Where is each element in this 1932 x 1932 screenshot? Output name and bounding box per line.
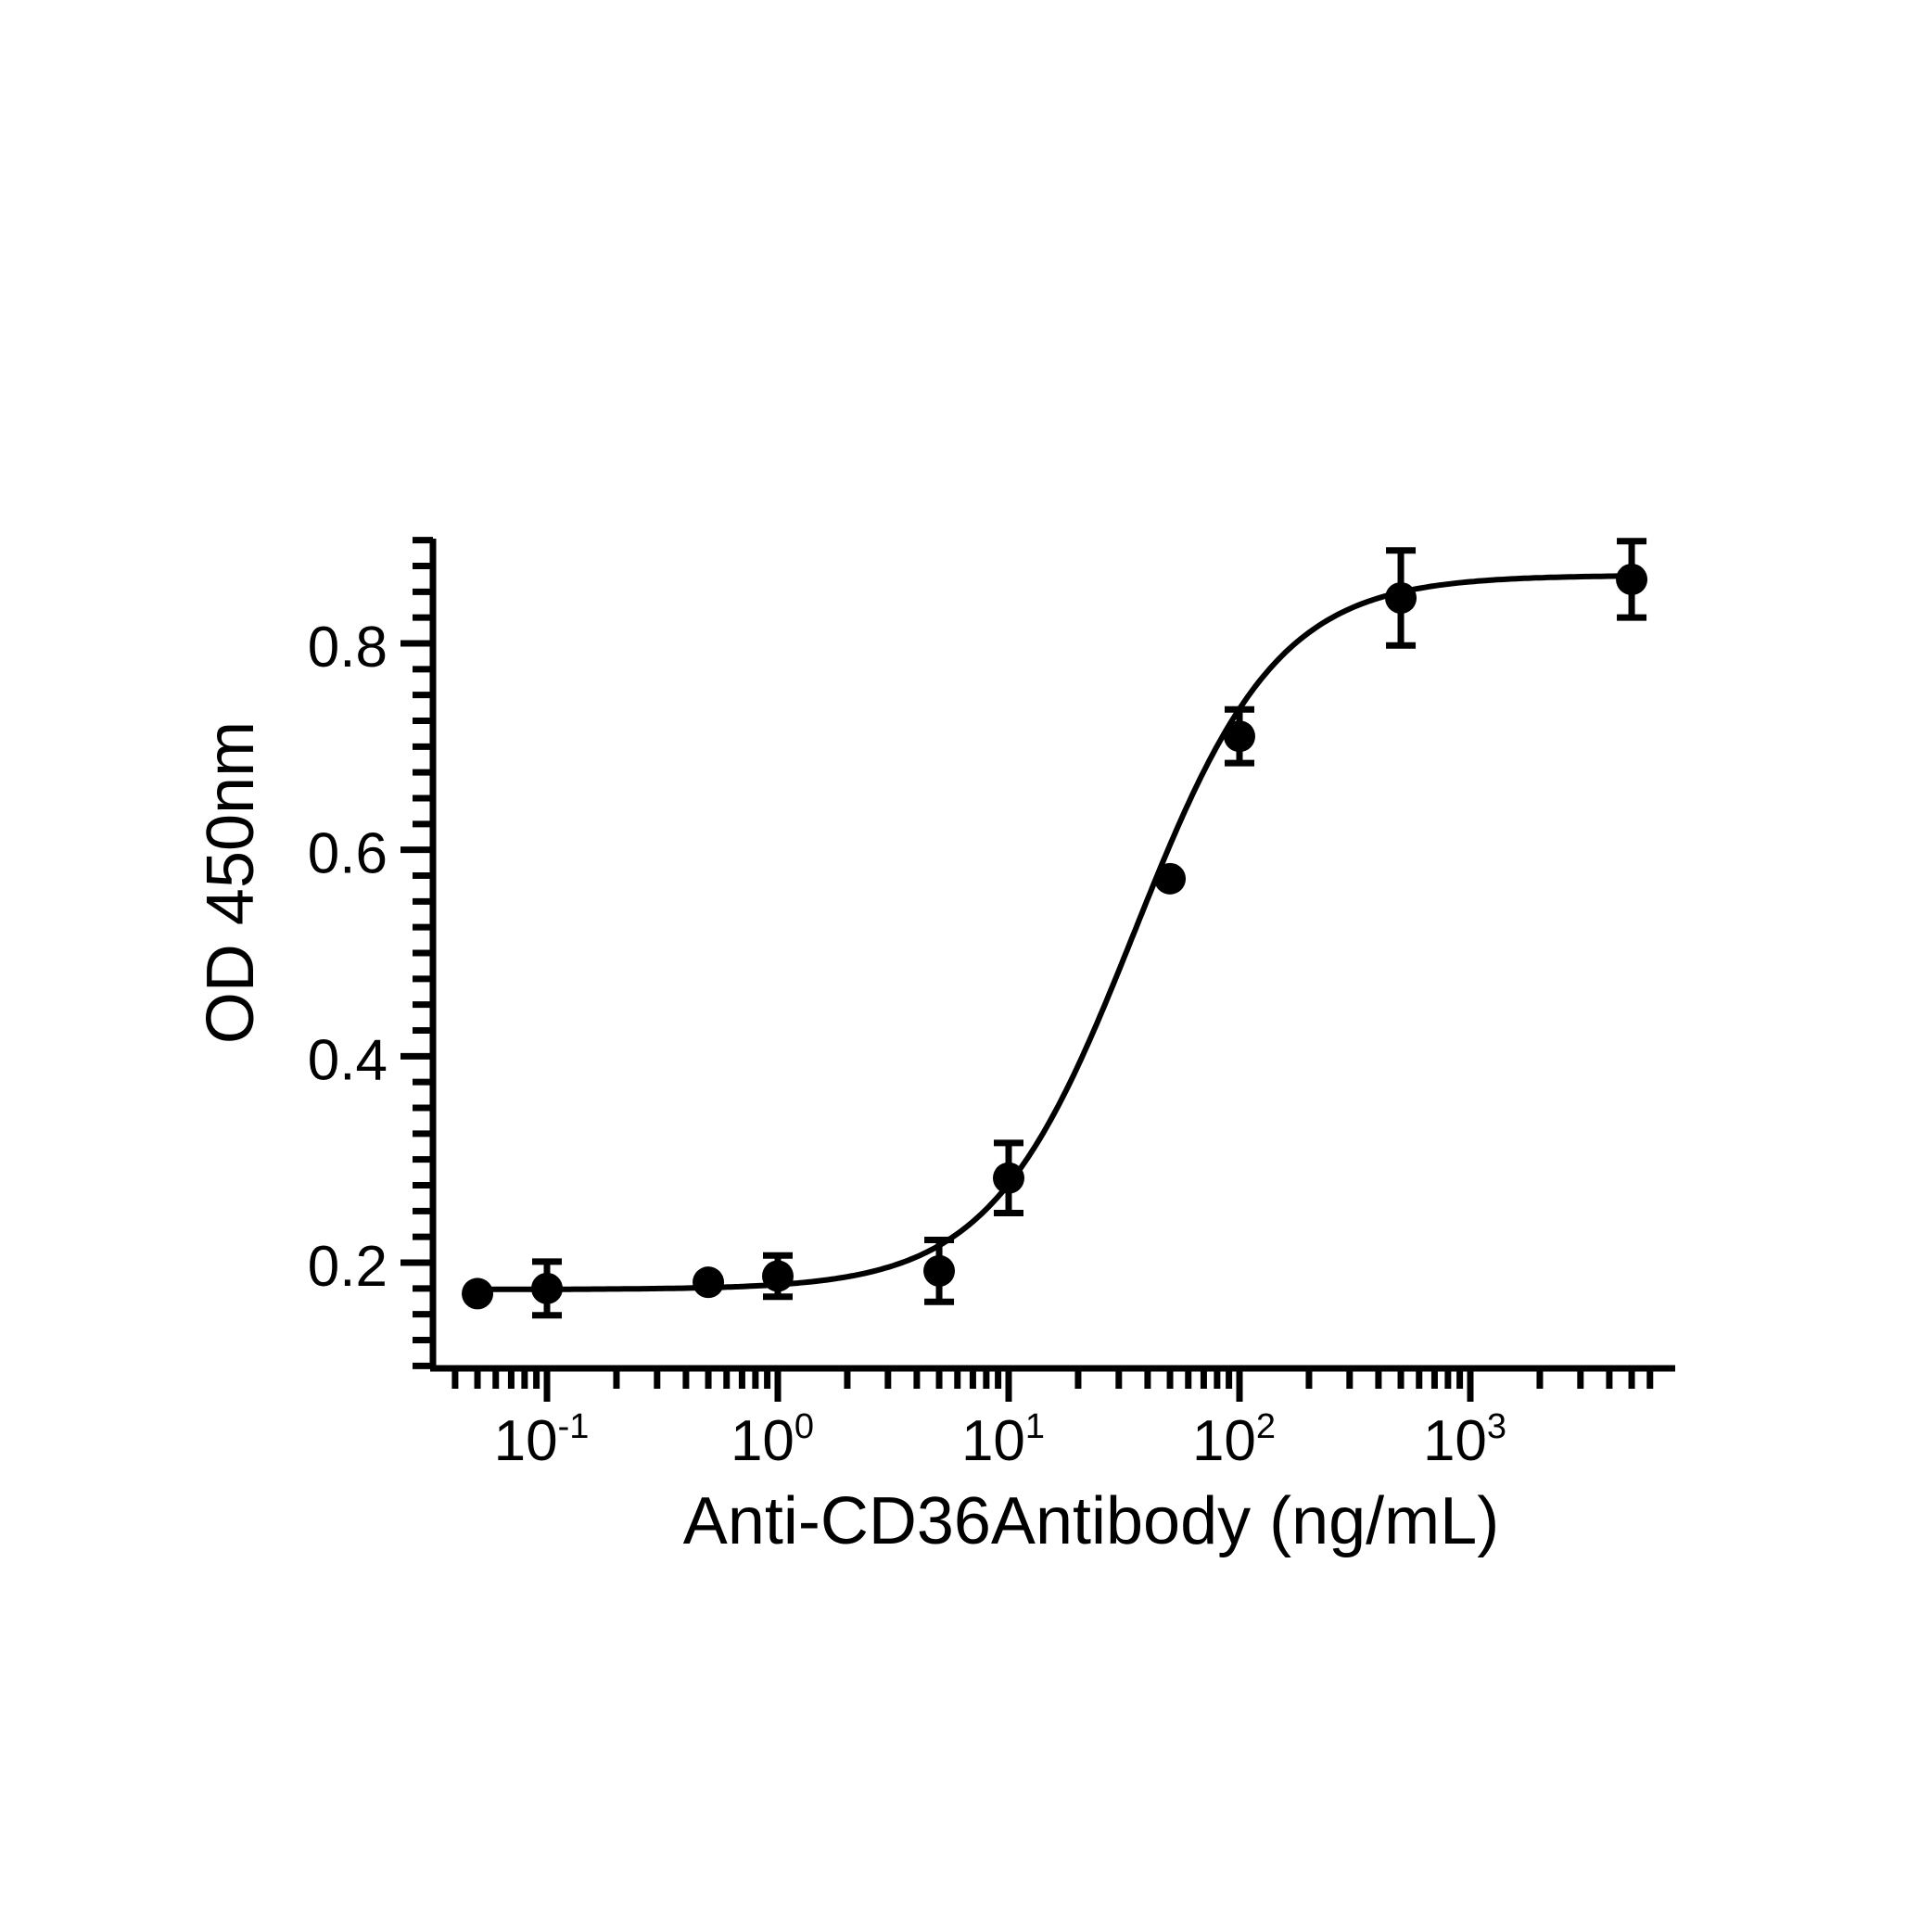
y-ticks: 0.2 0.4 0.6 0.8 [308,537,433,1369]
fit-curve [477,573,1632,1292]
y-tick-label: 0.6 [308,822,388,886]
x-tick-label: 103 [1423,1407,1506,1473]
x-tick-label: 101 [961,1407,1045,1473]
error-bar-layer [532,538,1647,1319]
data-point [923,1254,956,1287]
data-point [1616,563,1648,595]
x-tick-label: 100 [731,1407,814,1473]
data-point [762,1260,794,1292]
data-point [693,1266,725,1299]
x-tick-label: 10-1 [494,1407,590,1473]
y-tick-label: 0.2 [308,1235,388,1299]
data-point-layer [462,563,1648,1310]
data-point [1154,862,1187,895]
fit-curve-layer [477,573,1632,1292]
axes [429,539,1675,1372]
y-tick-label: 0.8 [308,616,388,680]
x-ticks: 10-1 100 101 102 103 [451,1368,1654,1473]
data-point [531,1272,563,1304]
x-tick-label: 102 [1192,1407,1276,1473]
data-point [462,1277,494,1310]
y-axis-label: OD 450nm [194,721,268,1044]
data-point [993,1162,1024,1194]
y-tick-label: 0.4 [308,1028,388,1092]
x-axis-label: Anti-CD36Antibody (ng/mL) [683,1484,1499,1558]
data-point [1224,720,1255,753]
data-point [1385,582,1417,615]
